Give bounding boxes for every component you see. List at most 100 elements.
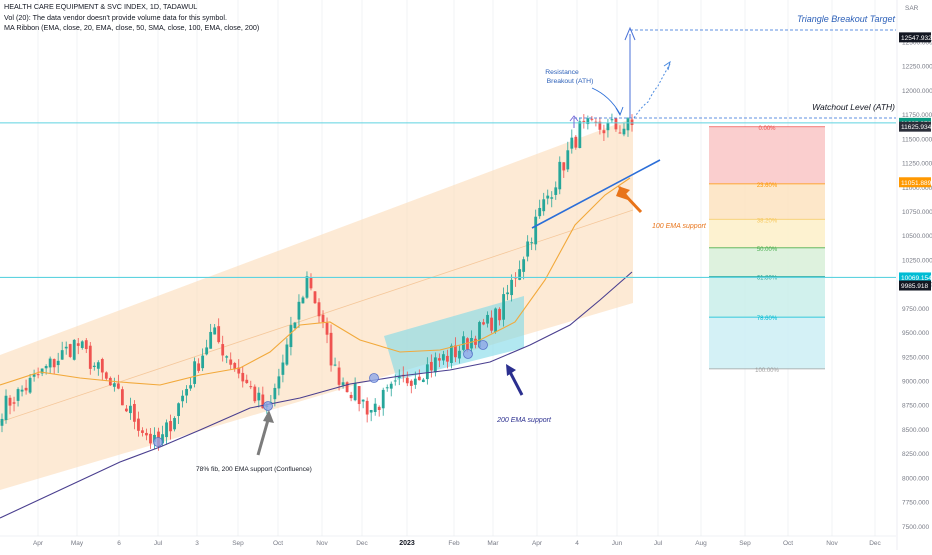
y-tick-label: 9500.000 xyxy=(902,330,929,337)
fib-level-label: 50.00% xyxy=(757,247,778,253)
x-tick-label: Sep xyxy=(739,540,751,547)
price-tag xyxy=(899,32,931,43)
candle-body xyxy=(442,354,445,361)
candle-body xyxy=(570,137,574,149)
candle-body xyxy=(502,294,505,320)
symbol-line: HEALTH CARE EQUIPMENT & SVC INDEX, 1D, T… xyxy=(4,2,198,11)
candle-body xyxy=(490,317,493,331)
candle-body xyxy=(28,377,32,393)
support-touch-marker xyxy=(153,437,163,447)
volume-indicator-line: Vol (20): The data vendor doesn't provid… xyxy=(4,12,227,22)
candle-body xyxy=(454,345,457,358)
candle-body xyxy=(189,385,192,389)
candle-body xyxy=(482,322,485,325)
candle-body xyxy=(586,118,590,125)
candle-body xyxy=(285,344,289,365)
candle-body xyxy=(233,363,237,369)
fib-zone xyxy=(709,219,825,248)
x-tick-label: Feb xyxy=(448,540,460,547)
y-tick-label: 11750.000 xyxy=(902,112,932,119)
candle-body xyxy=(474,338,477,345)
x-tick-label: Nov xyxy=(826,540,838,547)
candle-body xyxy=(594,121,598,123)
fib-zone xyxy=(709,126,825,184)
candle-body xyxy=(124,408,128,412)
candle-body xyxy=(389,383,393,389)
x-tick-label: Aug xyxy=(695,540,707,547)
candle-body xyxy=(534,216,538,245)
ascending-channel xyxy=(0,118,633,490)
candle-body xyxy=(165,422,168,438)
candle-body xyxy=(293,322,297,329)
fib-level-label: 0.00% xyxy=(758,126,776,132)
support-touch-marker xyxy=(478,340,488,350)
candle-body xyxy=(197,363,201,371)
candle-body xyxy=(578,121,582,149)
candle-body xyxy=(353,383,357,401)
support-touch-marker xyxy=(263,401,273,411)
candle-body xyxy=(325,322,329,335)
range-marker-head xyxy=(569,115,579,122)
support-touch-marker xyxy=(463,349,473,359)
candle-body xyxy=(20,389,24,392)
candle-body xyxy=(257,392,261,401)
candle-body xyxy=(313,291,317,304)
candle-body xyxy=(590,118,594,120)
candle-body xyxy=(201,355,205,369)
candle-body xyxy=(538,207,542,217)
candle-body xyxy=(554,187,558,195)
candle-body xyxy=(0,418,4,426)
x-tick-label: Mar xyxy=(487,540,499,547)
candle-body xyxy=(145,432,148,436)
candle-body xyxy=(526,241,530,257)
candle-body xyxy=(8,397,12,406)
x-tick-label: Jul xyxy=(154,540,163,547)
resistance-arrow-head xyxy=(615,106,624,117)
y-tick-label: 12250.000 xyxy=(902,64,932,71)
candle-body xyxy=(108,377,112,386)
candle-body xyxy=(506,292,510,295)
projected-path xyxy=(633,63,671,119)
candle-body xyxy=(614,118,618,130)
ema-100-line xyxy=(0,177,631,386)
candle-body xyxy=(120,389,124,406)
x-tick-label: 6 xyxy=(117,540,121,547)
ma-ribbon-line: MA Ribbon (EMA, close, 20, EMA, close, 5… xyxy=(4,23,260,33)
candle-body xyxy=(462,336,465,350)
price-tag-label: 9985.918 xyxy=(901,283,928,290)
candle-body xyxy=(381,389,385,409)
candle-body xyxy=(185,388,188,396)
x-tick-label: Dec xyxy=(869,540,881,547)
candle-body xyxy=(385,387,389,389)
candle-body xyxy=(365,400,369,415)
candle-body xyxy=(213,327,217,335)
candle-body xyxy=(245,379,249,384)
price-tag xyxy=(899,280,931,291)
x-tick-label: Apr xyxy=(532,540,543,547)
x-tick-label: Oct xyxy=(273,540,283,547)
candle-body xyxy=(494,308,497,333)
ema-100-arrow-shaft xyxy=(622,192,643,214)
candle-body xyxy=(32,374,36,377)
candle-body xyxy=(84,340,88,350)
candle-body xyxy=(253,386,257,402)
chart-legend: HEALTH CARE EQUIPMENT & SVC INDEX, 1D, T… xyxy=(4,2,259,34)
candle-body xyxy=(458,350,461,359)
y-tick-label: 12000.000 xyxy=(902,88,932,95)
candle-body xyxy=(429,361,433,371)
confluence-arrow-tip xyxy=(263,410,274,423)
candle-body xyxy=(470,337,473,349)
candle-body xyxy=(566,150,570,170)
candle-body xyxy=(161,434,164,444)
candle-body xyxy=(149,433,152,444)
support-touch-marker xyxy=(369,373,379,383)
candle-body xyxy=(602,130,606,134)
resistance-label-line1: Resistance xyxy=(545,69,579,76)
candle-body xyxy=(317,302,321,317)
candle-body xyxy=(60,350,64,360)
candle-body xyxy=(377,406,381,411)
candle-body xyxy=(209,331,213,349)
candle-body xyxy=(446,355,449,362)
